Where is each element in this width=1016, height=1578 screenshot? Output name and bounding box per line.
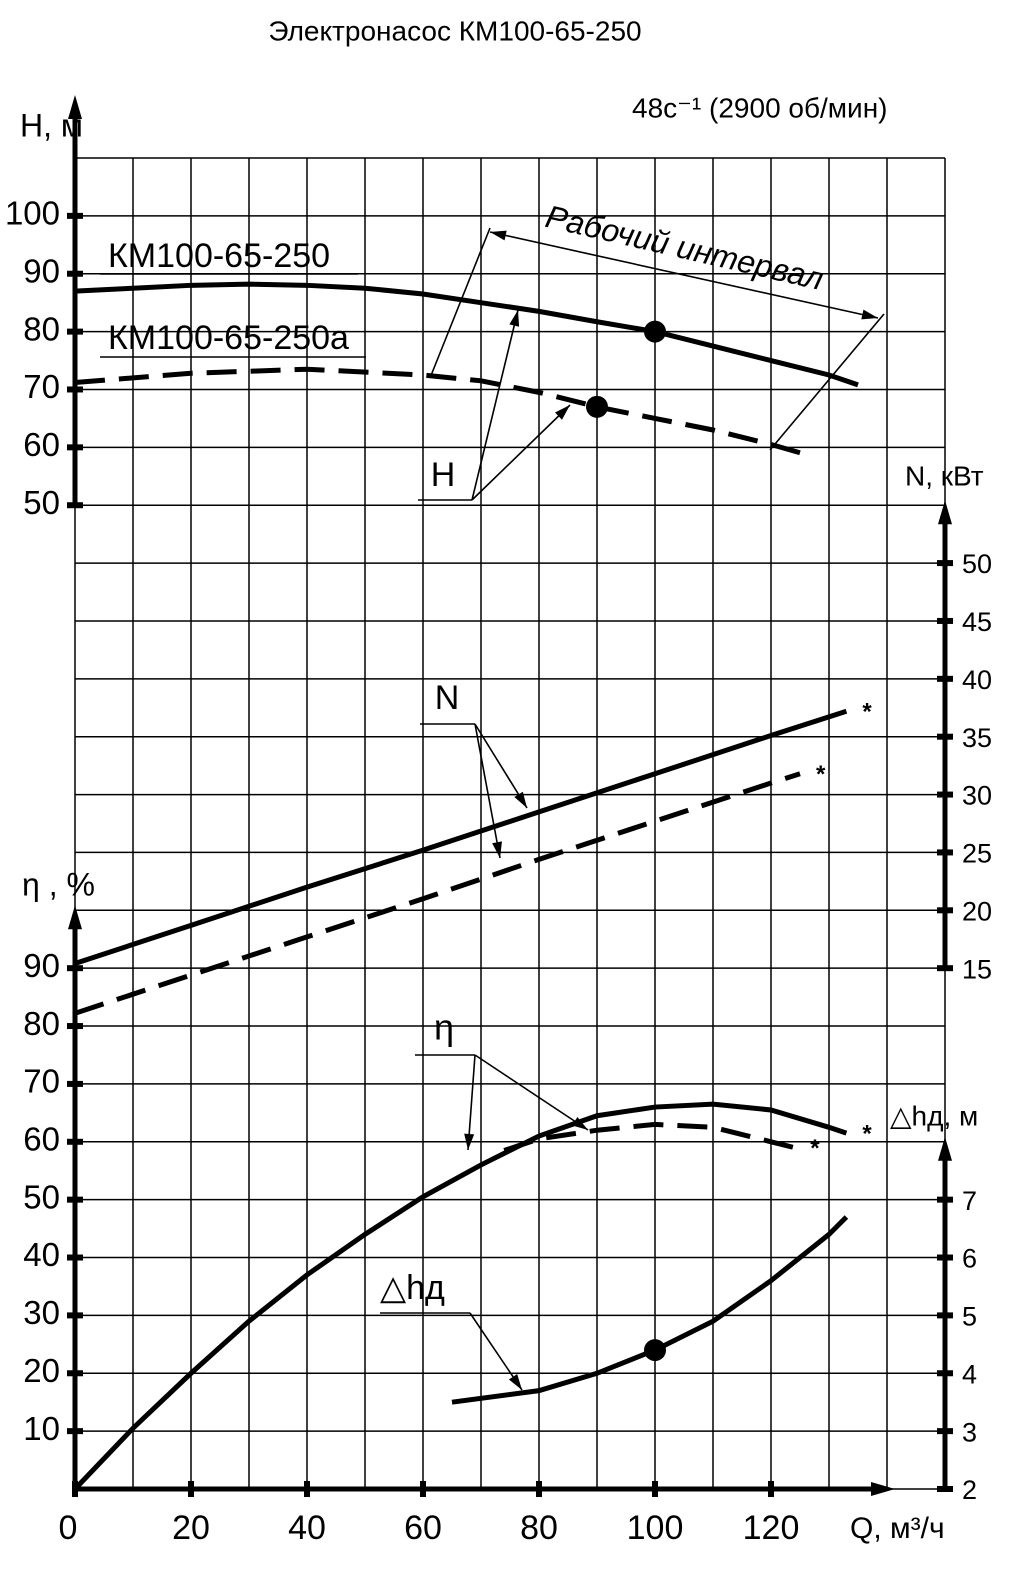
series-name: КМ100-65-250 [108, 237, 330, 275]
y-tick-label: 90 [23, 947, 60, 984]
y-tick-label: 10 [23, 1410, 60, 1447]
y-axis-label: H, м [20, 107, 83, 143]
y-tick-label: 90 [23, 252, 60, 289]
annotation: η [434, 1007, 454, 1048]
axis-arrow [68, 905, 82, 930]
y-tick-label: 20 [962, 896, 992, 926]
annotation: N [435, 679, 460, 717]
y-tick-label: 3 [962, 1417, 977, 1447]
series-line [74, 771, 801, 1016]
series-line [503, 1121, 795, 1153]
end-label: * [862, 699, 872, 726]
y-axis-label: N, кВт [905, 460, 984, 491]
y-tick-label: 50 [23, 1178, 60, 1215]
x-tick-label: 80 [520, 1509, 558, 1547]
y-tick-label: 30 [962, 781, 992, 811]
axis-arrow [871, 1482, 895, 1496]
leader-line [769, 313, 885, 451]
series-name: КМ100-65-250а [108, 319, 349, 357]
leader-line [471, 404, 571, 501]
x-tick-label: 0 [59, 1509, 78, 1547]
operating-point [586, 395, 608, 418]
x-axis-label: Q, м³/ч [850, 1512, 945, 1545]
leader-arrow [514, 791, 527, 808]
y-tick-label: 70 [23, 1063, 60, 1100]
x-tick-label: 120 [743, 1509, 800, 1547]
leader-arrow [509, 310, 520, 327]
y-tick-label: 100 [5, 195, 60, 232]
y-tick-label: 80 [23, 310, 60, 347]
annotation: H [431, 456, 456, 494]
leader-line [471, 309, 519, 501]
leader-arrow [571, 1116, 588, 1130]
y-tick-label: 50 [23, 484, 60, 521]
x-tick-label: 60 [404, 1509, 442, 1547]
y-tick-label: 4 [962, 1359, 977, 1389]
chart-title: Электронасос КМ100-65-250 [268, 15, 641, 46]
annotation: △hд [380, 1269, 445, 1307]
x-tick-label: 20 [172, 1509, 210, 1547]
end-label: * [862, 1120, 872, 1147]
operating-point [644, 1339, 666, 1362]
leader-line [429, 227, 491, 379]
axis-arrow [938, 500, 952, 525]
leader-line [474, 723, 501, 859]
y-tick-label: 50 [962, 549, 992, 579]
series-line [74, 708, 848, 966]
y-tick-label: 30 [23, 1294, 60, 1331]
axis-arrow [68, 95, 82, 119]
grid [74, 157, 946, 1490]
chart-subtitle: 48с⁻¹ (2900 об/мин) [632, 92, 888, 123]
y-tick-label: 70 [23, 368, 60, 405]
y-tick-label: 7 [962, 1186, 977, 1216]
leader-arrow [555, 405, 570, 420]
y-tick-label: 80 [23, 1005, 60, 1042]
y-tick-label: 35 [962, 723, 992, 753]
leader-line [474, 723, 528, 809]
y-axis-label: η , % [22, 866, 95, 902]
leader-line [474, 1054, 589, 1131]
leader-line [489, 231, 879, 319]
end-label: * [816, 761, 826, 788]
y-tick-label: 40 [23, 1236, 60, 1273]
leader-arrow [464, 1133, 475, 1150]
y-tick-label: 25 [962, 839, 992, 869]
x-tick-label: 100 [627, 1509, 684, 1547]
leader-arrow [492, 841, 502, 858]
y-tick-label: 60 [23, 1121, 60, 1158]
y-tick-label: 20 [23, 1352, 60, 1389]
y-tick-label: 2 [962, 1475, 977, 1505]
y-tick-label: 6 [962, 1244, 977, 1274]
y-tick-label: 45 [962, 607, 992, 637]
leader-arrow [508, 1373, 522, 1390]
series-line [74, 281, 859, 388]
axis-arrow [938, 1136, 952, 1161]
leader-arrow [861, 309, 878, 320]
series-line [74, 366, 813, 459]
operating-point [644, 320, 666, 343]
end-label: * [810, 1135, 820, 1162]
series-line [451, 1215, 849, 1405]
y-tick-label: 40 [962, 665, 992, 695]
leader-arrow [490, 230, 507, 241]
x-tick-label: 40 [288, 1509, 326, 1547]
y-tick-label: 5 [962, 1302, 977, 1332]
y-axis-label: △hд, м [890, 1100, 978, 1131]
interval-label: Рабочий интервал [542, 198, 827, 297]
y-tick-label: 15 [962, 954, 992, 984]
series-line [73, 1101, 848, 1491]
y-tick-label: 60 [23, 426, 60, 463]
